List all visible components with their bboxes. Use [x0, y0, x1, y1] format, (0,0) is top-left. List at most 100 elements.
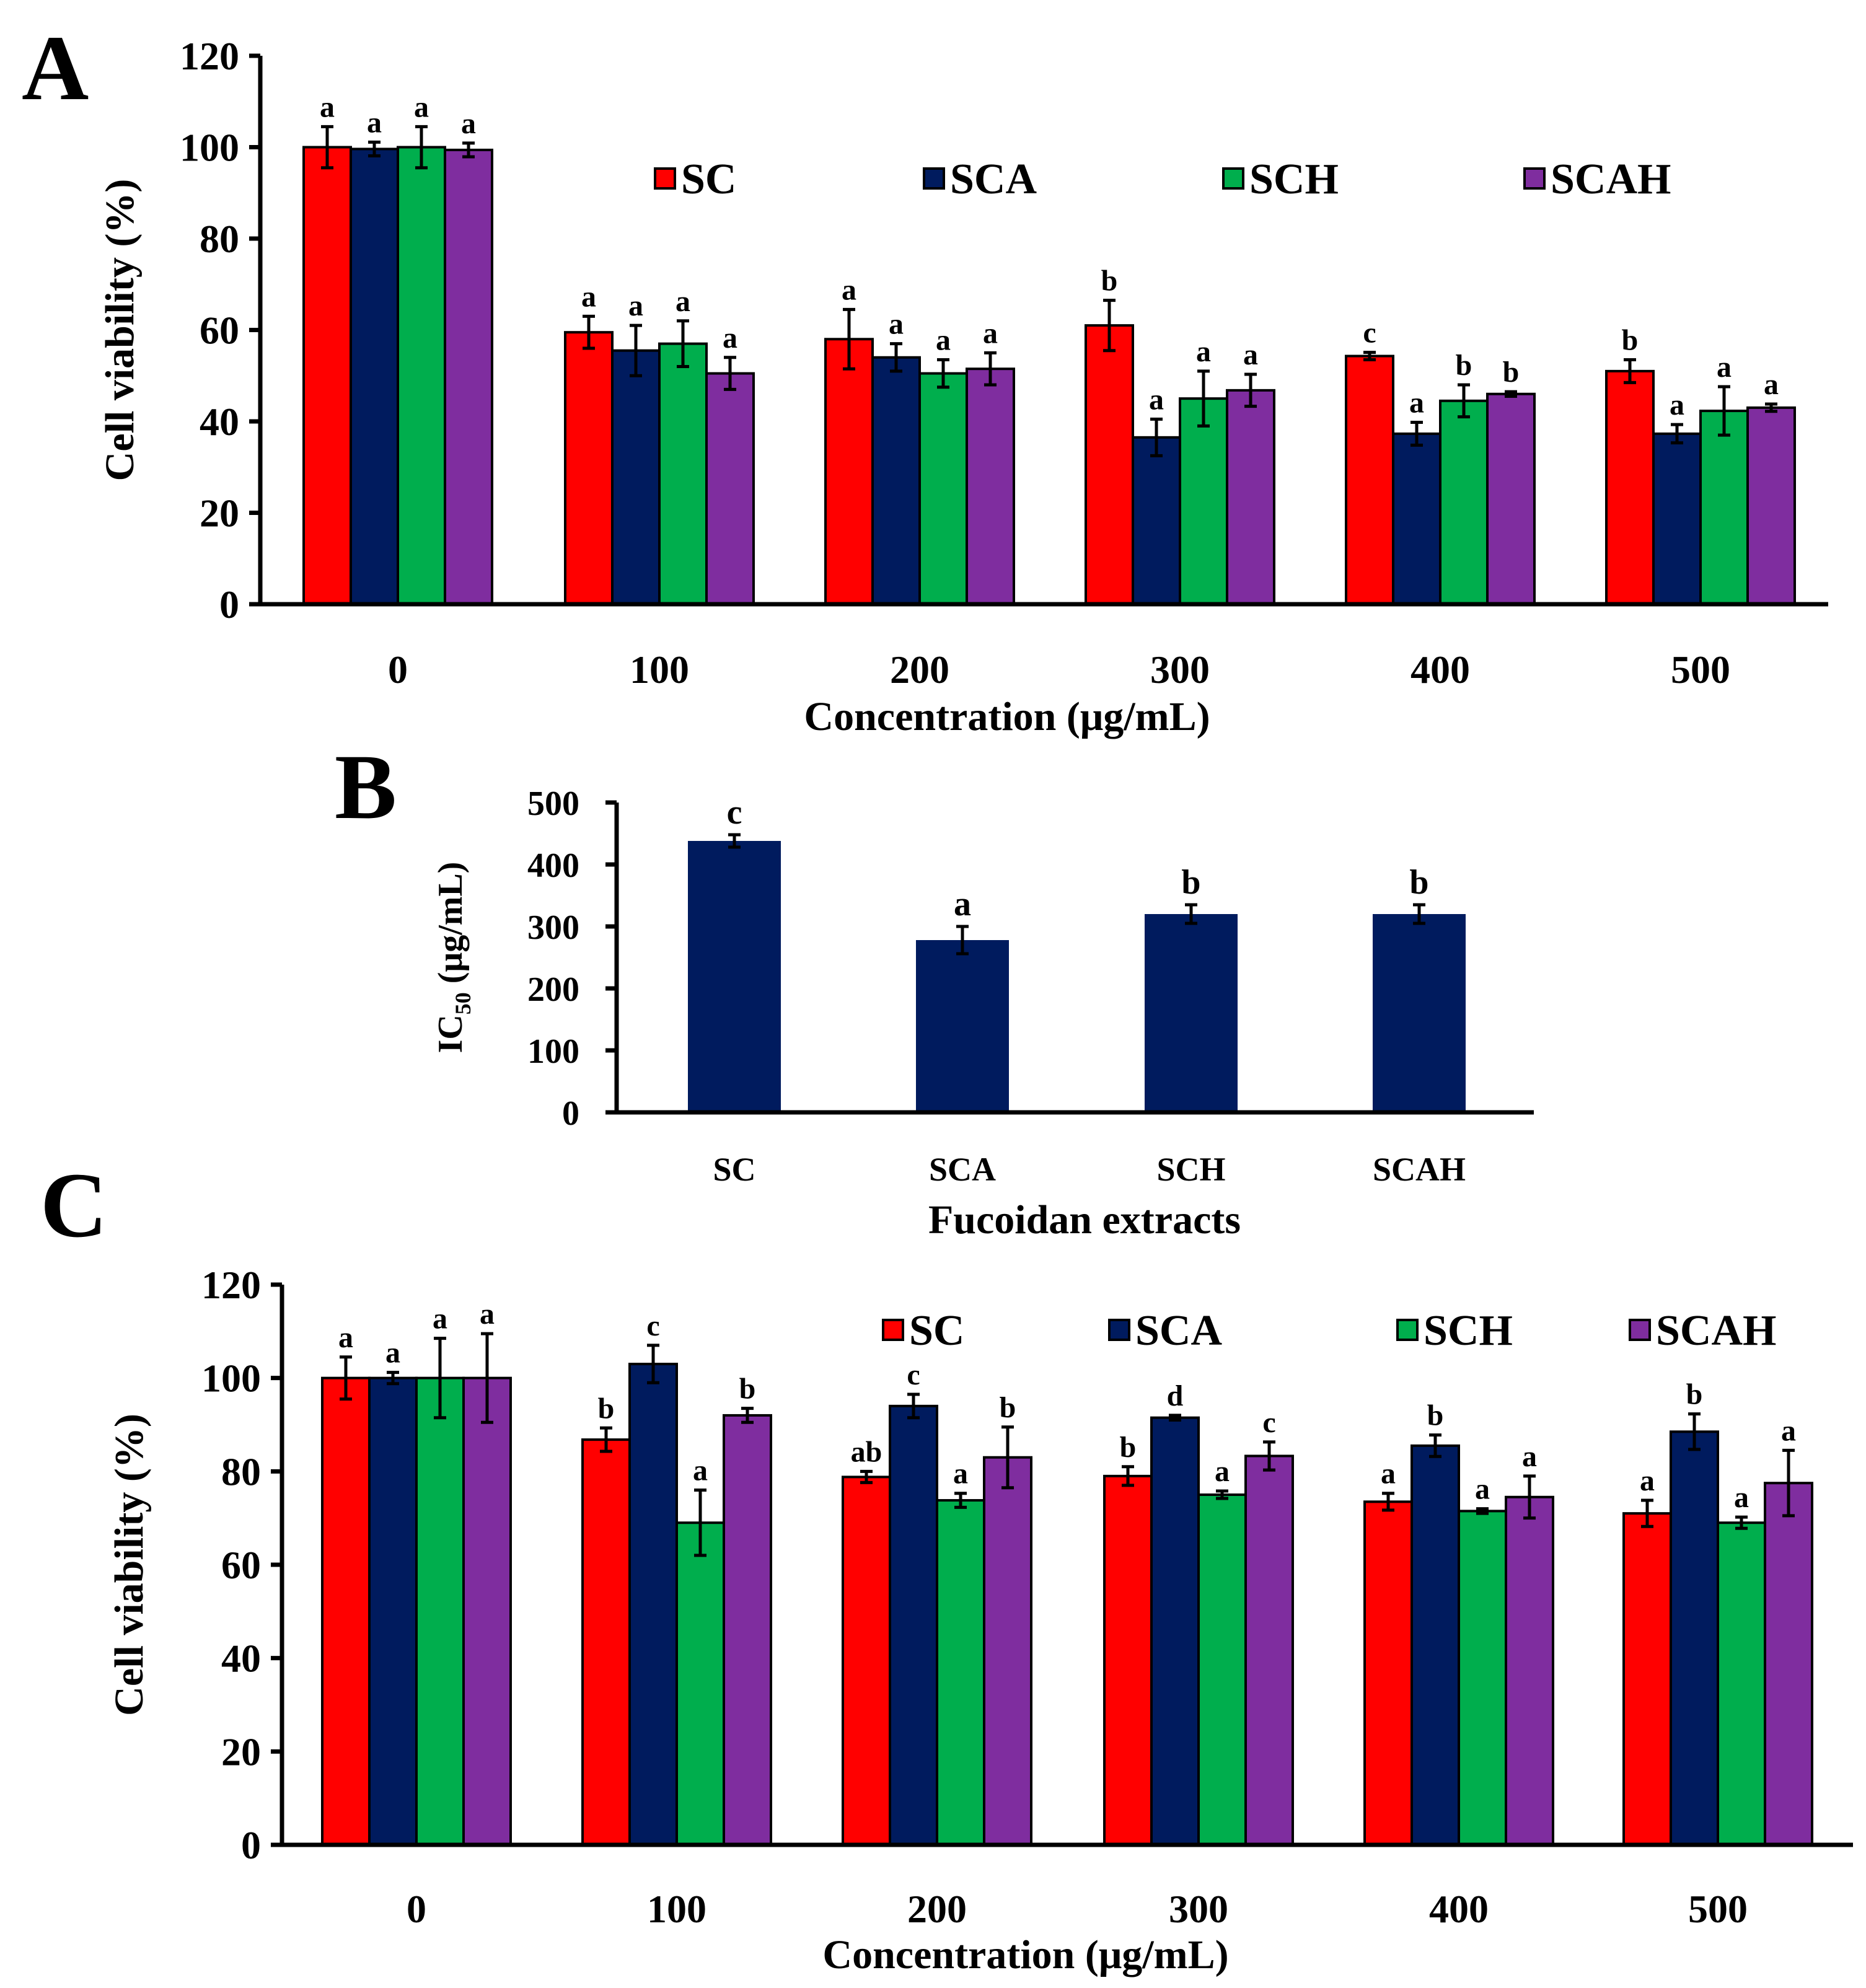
bar-a-sch-400 — [1439, 399, 1489, 605]
bar-a-sca-200 — [871, 356, 921, 605]
bar-a-sch-300 — [1179, 397, 1228, 605]
x-tick-label: 0 — [407, 1887, 426, 1931]
error-bar-a-sc-400 — [1363, 351, 1376, 361]
bar-c-sc-100 — [581, 1438, 631, 1846]
x-tick-label: 500 — [1688, 1887, 1748, 1931]
error-bar-a-sc-0 — [321, 125, 333, 170]
bar-c-sch-100 — [676, 1521, 725, 1846]
x-tick-label: SCAH — [1373, 1151, 1466, 1188]
bar-c-scah-500 — [1764, 1482, 1813, 1847]
bar-c-sch-500 — [1717, 1521, 1766, 1846]
significance-label: a — [461, 107, 476, 140]
significance-label: a — [1196, 335, 1211, 368]
significance-label: a — [693, 1454, 708, 1487]
error-bar-a-sch-300 — [1197, 369, 1210, 428]
significance-label: a — [1149, 383, 1164, 416]
legend-label-sc: SC — [909, 1307, 964, 1355]
bar-c-sca-500 — [1670, 1430, 1719, 1847]
x-tick-label: SCH — [1156, 1151, 1225, 1188]
significance-label: b — [1409, 863, 1428, 902]
error-bar-c-sch-200 — [954, 1492, 967, 1509]
significance-label: a — [628, 289, 643, 322]
y-tick-label: 400 — [527, 847, 579, 885]
x-tick-label: 400 — [1411, 648, 1470, 692]
y-tick-label: 200 — [527, 970, 579, 1009]
error-bar-c-sch-300 — [1216, 1489, 1228, 1500]
bar-c-sca-200 — [889, 1404, 938, 1847]
legend-swatch-sc — [882, 1319, 904, 1341]
error-bar-a-sc-200 — [843, 307, 855, 371]
error-bar-a-sc-100 — [583, 314, 595, 350]
bar-c-sc-300 — [1103, 1474, 1153, 1847]
significance-label: a — [723, 322, 737, 354]
significance-label: d — [1167, 1379, 1184, 1412]
y-tick-label: 100 — [201, 1357, 261, 1401]
significance-label: a — [1243, 338, 1258, 371]
legend-label-sc: SC — [681, 156, 736, 203]
bar-a-sch-0 — [397, 146, 446, 605]
error-bar-a-sch-200 — [937, 358, 949, 389]
error-bar-c-sca-0 — [387, 1371, 399, 1386]
error-bar-a-scah-400 — [1505, 390, 1517, 398]
error-bar-c-sca-300 — [1169, 1414, 1181, 1422]
significance-label: b — [1000, 1391, 1016, 1424]
panel-letter-c: C — [40, 1154, 107, 1257]
y-tick-label: 40 — [221, 1637, 261, 1681]
error-bar-a-sca-200 — [890, 342, 902, 373]
error-bar-c-sc-100 — [600, 1426, 612, 1453]
significance-label: a — [1781, 1414, 1796, 1447]
error-bar-c-sca-200 — [907, 1392, 920, 1420]
error-bar-a-sca-400 — [1411, 420, 1423, 447]
y-tick-label: 120 — [180, 34, 239, 78]
significance-label: a — [1734, 1481, 1749, 1514]
error-bar-c-scah-0 — [481, 1332, 493, 1424]
significance-label: c — [907, 1358, 920, 1391]
significance-label: b — [1427, 1399, 1444, 1432]
legend-swatch-sca — [923, 167, 945, 190]
x-axis-title: Fucoidan extracts — [928, 1197, 1241, 1242]
bar-c-sc-500 — [1622, 1512, 1672, 1846]
x-tick-label: 300 — [1169, 1887, 1228, 1931]
x-tick-label: 100 — [647, 1887, 706, 1931]
bar-c-sch-0 — [415, 1376, 465, 1847]
significance-label: a — [936, 323, 951, 356]
error-bar-c-sc-200 — [860, 1469, 873, 1484]
legend-swatch-sch — [1222, 167, 1244, 190]
bar-c-sch-400 — [1458, 1510, 1507, 1847]
y-tick-label: 100 — [180, 126, 239, 170]
significance-label: a — [1409, 386, 1424, 419]
y-tick-label: 20 — [221, 1730, 261, 1774]
bar-c-scah-300 — [1244, 1454, 1294, 1847]
error-bar-c-sca-500 — [1688, 1412, 1701, 1451]
significance-label: a — [480, 1298, 495, 1330]
legend-swatch-scah — [1523, 167, 1546, 190]
error-bar-a-sca-100 — [630, 323, 642, 377]
error-bar-a-sca-500 — [1671, 423, 1683, 445]
y-tick-label: 100 — [527, 1032, 579, 1071]
significance-label: a — [1764, 368, 1779, 401]
bar-a-sca-500 — [1652, 432, 1702, 605]
x-tick-label: 300 — [1150, 648, 1210, 692]
significance-label: a — [320, 90, 335, 123]
significance-label: a — [1717, 351, 1732, 384]
y-tick-label: 40 — [200, 400, 239, 444]
significance-label: a — [1640, 1464, 1655, 1497]
error-bar-c-sc-400 — [1382, 1492, 1394, 1512]
error-bar-c-sc-300 — [1122, 1465, 1134, 1487]
significance-label: a — [1215, 1455, 1230, 1488]
error-bar-c-sch-0 — [434, 1337, 446, 1420]
x-tick-label: 200 — [890, 648, 949, 692]
bar-a-sc-300 — [1085, 324, 1134, 605]
bar-a-scah-200 — [966, 367, 1015, 605]
bar-a-scah-500 — [1746, 406, 1796, 605]
panel-letter-b: B — [335, 736, 397, 838]
bar-a-sc-500 — [1605, 369, 1655, 605]
error-bar-c-scah-500 — [1782, 1448, 1795, 1518]
significance-label: a — [1670, 389, 1684, 421]
significance-label: a — [581, 280, 596, 313]
legend-swatch-scah — [1629, 1319, 1651, 1341]
error-bar-b-sch — [1185, 903, 1197, 925]
significance-label: b — [1181, 863, 1200, 902]
significance-label: b — [1120, 1431, 1137, 1464]
significance-label: a — [889, 308, 904, 341]
